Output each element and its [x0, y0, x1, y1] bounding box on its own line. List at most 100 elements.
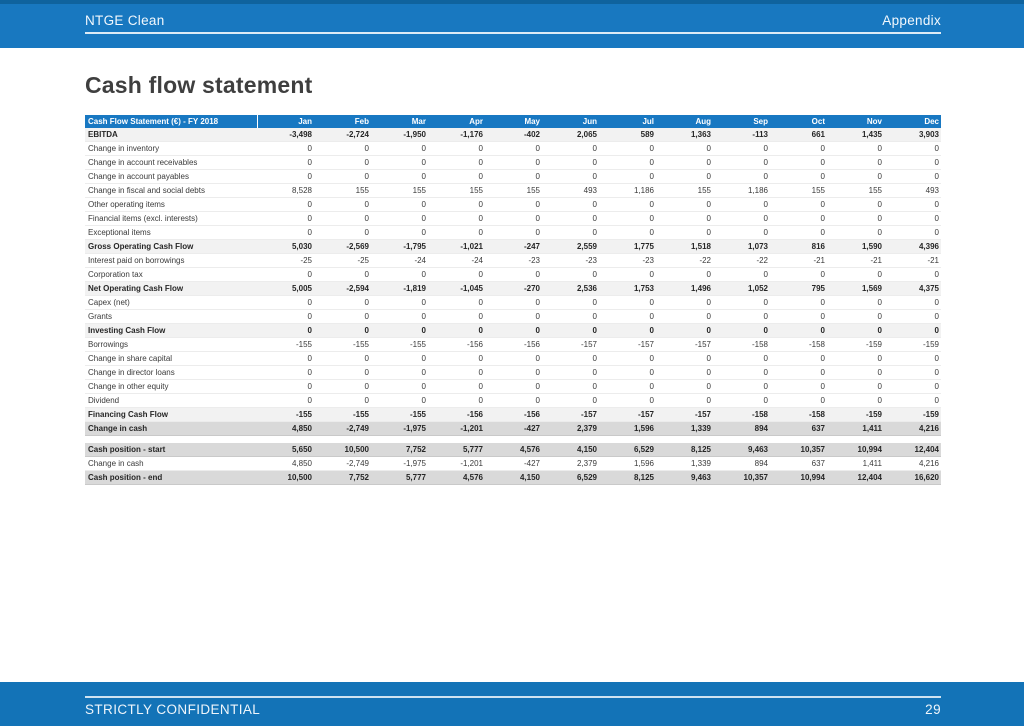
table-row: Change in other equity 0 0 0 0 0 0 0 0 0 0 0 0 — [85, 379, 941, 394]
table-cell: 2,559 — [542, 239, 599, 254]
table-cell: 5,777 — [428, 442, 485, 457]
table-cell: 0 — [485, 295, 542, 310]
row-label: Change in share capital — [85, 351, 257, 366]
table-cell: 0 — [713, 225, 770, 240]
table-cell: -2,749 — [314, 421, 371, 436]
table-row: Borrowings -155 -155 -155 -156 -156 -157 -157 -1… — [85, 337, 941, 352]
table-cell: 0 — [884, 211, 941, 226]
column-header-jan: Jan — [256, 115, 314, 128]
table-cell: 0 — [884, 309, 941, 324]
table-cell: -427 — [485, 456, 542, 471]
table-cell: -159 — [827, 337, 884, 352]
table-cell: -1,819 — [371, 281, 428, 296]
table-cell: 0 — [257, 295, 314, 310]
table-cell: 0 — [599, 211, 656, 226]
slide-header-bar — [0, 4, 1024, 48]
table-cell: 0 — [770, 197, 827, 212]
table-cell: 0 — [371, 351, 428, 366]
table-cell: 0 — [542, 141, 599, 156]
table-cell: -270 — [485, 281, 542, 296]
table-cell: 0 — [257, 155, 314, 170]
row-label: Interest paid on borrowings — [85, 253, 257, 268]
table-cell: 0 — [884, 323, 941, 338]
row-label: Change in other equity — [85, 379, 257, 394]
table-cell: 5,777 — [371, 470, 428, 485]
table-cell: 0 — [713, 155, 770, 170]
table-row: Capex (net) 0 0 0 0 0 0 0 0 0 0 0 0 — [85, 295, 941, 310]
table-cell: 1,518 — [656, 239, 713, 254]
table-cell: 155 — [371, 183, 428, 198]
table-row: Interest paid on borrowings -25 -25 -24 -24-… — [85, 253, 941, 268]
table-cell: 894 — [713, 421, 770, 436]
table-cell: 0 — [485, 155, 542, 170]
table-cell: -1,021 — [428, 239, 485, 254]
table-cell: 0 — [770, 323, 827, 338]
table-cell: 0 — [371, 365, 428, 380]
table-cell: -247 — [485, 239, 542, 254]
table-cell: 0 — [827, 169, 884, 184]
table-cell: -157 — [656, 337, 713, 352]
table-cell: -24 — [428, 253, 485, 268]
table-cell: -159 — [884, 337, 941, 352]
table-cell: 0 — [656, 295, 713, 310]
table-row: Net Operating Cash Flow 5,005 -2,594 -1,819… — [85, 281, 941, 296]
table-cell: 0 — [257, 225, 314, 240]
table-cell: -158 — [713, 407, 770, 422]
table-cell: 0 — [542, 225, 599, 240]
table-cell: -159 — [827, 407, 884, 422]
row-label: Change in cash — [85, 456, 257, 471]
row-label: Change in fiscal and social debts — [85, 183, 257, 198]
table-cell: 155 — [656, 183, 713, 198]
row-label: Change in inventory — [85, 141, 257, 156]
table-cell: 0 — [257, 169, 314, 184]
table-cell: 0 — [599, 351, 656, 366]
table-cell: -24 — [371, 253, 428, 268]
table-cell: 0 — [827, 351, 884, 366]
table-cell: -25 — [257, 253, 314, 268]
table-cell: 0 — [485, 323, 542, 338]
table-cell: 1,775 — [599, 239, 656, 254]
table-row: Grants 0 0 0 0 0 0 0 0 0 0 0 0 — [85, 309, 941, 324]
row-label: EBITDA — [85, 128, 257, 142]
table-cell: 1,073 — [713, 239, 770, 254]
row-label: Investing Cash Flow — [85, 323, 257, 338]
table-cell: 0 — [656, 197, 713, 212]
table-cell: 0 — [485, 267, 542, 282]
table-cell: 0 — [884, 225, 941, 240]
table-cell: 0 — [485, 197, 542, 212]
table-cell: 661 — [770, 128, 827, 142]
table-cell: -1,795 — [371, 239, 428, 254]
table-cell: 0 — [770, 141, 827, 156]
table-cell: 1,186 — [713, 183, 770, 198]
table-cell: 0 — [428, 141, 485, 156]
table-cell: 10,357 — [770, 442, 827, 457]
table-cell: 0 — [827, 225, 884, 240]
table-cell: 0 — [257, 211, 314, 226]
row-label: Borrowings — [85, 337, 257, 352]
table-cell: 0 — [599, 267, 656, 282]
table-cell: 4,576 — [428, 470, 485, 485]
table-head: Cash Flow Statement (€) - FY 2018 Jan Feb M… — [85, 115, 941, 128]
table-row: Change in account receivables 0 0 0 0 0 0 0 0 0 0 0… — [85, 155, 941, 170]
table-cell: 2,536 — [542, 281, 599, 296]
table-cell: 0 — [884, 267, 941, 282]
table-row: Gross Operating Cash Flow 5,030 -2,569 -1,7… — [85, 239, 941, 254]
table-cell: 0 — [371, 225, 428, 240]
table-cell: 155 — [827, 183, 884, 198]
table-cell: 0 — [257, 141, 314, 156]
table-cell: -157 — [599, 407, 656, 422]
table-cell: 0 — [770, 351, 827, 366]
table-cell: -21 — [884, 253, 941, 268]
table-cell: 0 — [713, 323, 770, 338]
table-cell: 0 — [656, 393, 713, 408]
table-cell: -2,724 — [314, 128, 371, 142]
table-cell: 1,339 — [656, 421, 713, 436]
table-cell: 0 — [770, 295, 827, 310]
table-cell: 0 — [428, 155, 485, 170]
table-cell: 0 — [542, 197, 599, 212]
table-cell: -155 — [314, 407, 371, 422]
table-cell: 10,357 — [713, 470, 770, 485]
table-cell: 0 — [827, 379, 884, 394]
table-cell: -155 — [257, 337, 314, 352]
